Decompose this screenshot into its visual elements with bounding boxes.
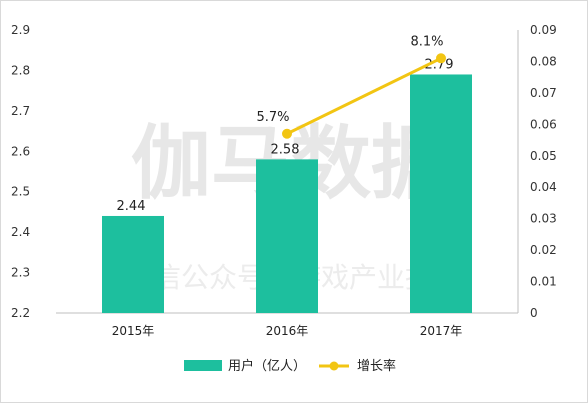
y-right-tick-label: 0.09 — [530, 23, 557, 37]
bar-data-label: 2.44 — [117, 199, 146, 214]
y-left-tick-label: 2.4 — [11, 225, 30, 239]
y-left-tick-label: 2.9 — [11, 23, 30, 37]
legend-line-marker — [329, 361, 339, 371]
bar — [410, 74, 472, 313]
y-left-tick-label: 2.2 — [11, 306, 30, 320]
axes: 2.2 2.3 2.4 2.5 2.6 2.7 2.8 2.9 0 0.01 0.02 0.03 0.0… — [11, 23, 557, 338]
y-right-tick-label: 0.03 — [530, 212, 557, 226]
line-point — [282, 128, 292, 139]
x-tick-label: 2015年 — [112, 324, 155, 338]
y-right-tick-label: 0.02 — [530, 243, 557, 257]
x-tick-label: 2017年 — [420, 324, 463, 338]
legend-line-label: 增长率 — [357, 358, 396, 374]
line-data-label: 5.7% — [256, 110, 289, 125]
legend: 用户（亿人） 增长率 — [184, 358, 396, 374]
line-series: 5.7% 8.1% — [256, 34, 446, 139]
line-data-label: 8.1% — [410, 34, 443, 49]
y-right-tick-label: 0.01 — [530, 275, 557, 289]
y-left-tick-label: 2.5 — [11, 185, 30, 199]
y-right-tick-label: 0.06 — [530, 117, 557, 131]
y-right-tick-label: 0.08 — [530, 54, 557, 68]
bar — [256, 159, 318, 313]
y-right-tick-label: 0.04 — [530, 180, 557, 194]
y-left-tick-label: 2.3 — [11, 266, 30, 280]
y-left-tick-label: 2.8 — [11, 63, 30, 77]
y-left-tick-label: 2.6 — [11, 144, 30, 158]
bar-series: 2.442.582.79 — [102, 57, 472, 313]
growth-line — [286, 56, 442, 136]
x-tick-label: 2016年 — [266, 324, 309, 338]
bar — [102, 215, 164, 313]
line-point — [436, 53, 446, 64]
y-right-tick-label: 0.07 — [530, 86, 557, 100]
legend-bar-label: 用户（亿人） — [228, 358, 306, 374]
bar-data-label: 2.58 — [271, 142, 300, 157]
y-right-tick-label: 0.05 — [530, 149, 557, 163]
y-right-tick-label: 0 — [530, 306, 538, 320]
y-left-tick-label: 2.7 — [11, 104, 30, 118]
legend-bar-swatch — [184, 360, 222, 371]
